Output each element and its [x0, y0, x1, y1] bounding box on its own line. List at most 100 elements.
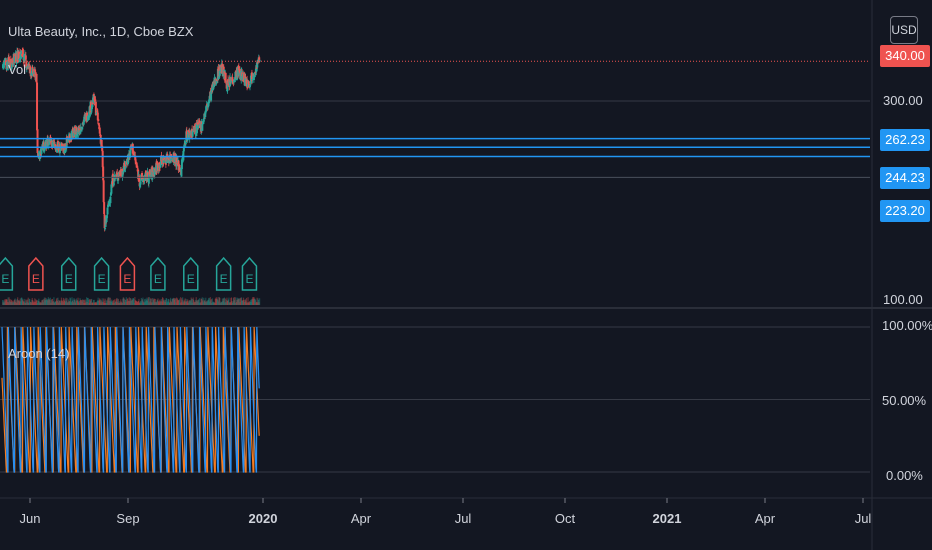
candle-body	[256, 60, 259, 64]
volume-bar	[37, 300, 39, 305]
volume-bar	[198, 302, 200, 305]
candle-body	[33, 73, 36, 77]
volume-bar	[60, 297, 63, 305]
earnings-marker-6[interactable]: E	[150, 256, 166, 291]
volume-bar	[112, 300, 114, 305]
volume-bar	[67, 302, 69, 305]
candle-body	[254, 71, 257, 75]
candle-body	[106, 216, 109, 218]
volume-bar	[192, 297, 194, 305]
candle-body	[97, 123, 100, 126]
candle-body	[178, 167, 181, 172]
earnings-marker-9[interactable]: E	[241, 256, 258, 291]
level-tag-244[interactable]: 244.23	[880, 167, 930, 189]
volume-bar	[173, 297, 175, 305]
candle-body	[74, 134, 77, 139]
volume-bar	[162, 298, 164, 305]
candle-body	[114, 175, 117, 177]
volume-bar	[242, 297, 245, 305]
volume-bar	[79, 298, 81, 305]
volume-bar	[43, 297, 45, 305]
volume-bar	[23, 298, 25, 305]
volume-bar	[57, 297, 59, 305]
candle-body	[72, 128, 75, 131]
volume-bar	[165, 298, 168, 305]
volume-bar	[22, 301, 24, 305]
volume-bar	[42, 299, 44, 305]
svg-text:E: E	[123, 272, 131, 286]
earnings-marker-4[interactable]: E	[93, 256, 110, 291]
volume-bar	[237, 298, 240, 305]
level-tag-262[interactable]: 262.23	[880, 129, 930, 151]
level-tag-223[interactable]: 223.20	[880, 200, 930, 222]
volume-bar	[185, 301, 187, 305]
volume-bar	[99, 299, 101, 305]
volume-bar	[32, 300, 34, 305]
earnings-marker-5[interactable]: E	[119, 256, 136, 291]
volume-bar	[197, 300, 199, 305]
candle-body	[23, 54, 26, 63]
volume-bar	[23, 301, 25, 305]
candle-body	[192, 131, 195, 133]
volume-bar	[57, 302, 60, 305]
volume-bar	[108, 301, 110, 305]
volume-bar	[245, 297, 248, 305]
volume-bar	[155, 302, 158, 305]
volume-bar	[148, 297, 151, 305]
candle-body	[164, 159, 167, 161]
volume-bar	[196, 300, 198, 305]
volume-bar	[82, 299, 84, 305]
volume-bar	[75, 298, 78, 305]
volume-bar	[26, 300, 28, 305]
candle-body	[34, 69, 37, 72]
volume-bar	[83, 300, 86, 305]
aroon-indicator-label[interactable]: Aroon (14)	[8, 346, 70, 361]
earnings-marker-8[interactable]: E	[215, 256, 232, 291]
volume-bar	[74, 299, 76, 305]
volume-bar	[186, 301, 188, 305]
volume-bar	[206, 301, 208, 305]
volume-bar	[38, 298, 40, 305]
candle-body	[105, 215, 108, 223]
volume-bar	[55, 299, 58, 305]
symbol-title[interactable]: Ulta Beauty, Inc., 1D, Cboe BZX	[8, 24, 194, 39]
earnings-marker-1[interactable]: E	[0, 256, 14, 291]
volume-bar	[110, 300, 112, 305]
volume-bar	[250, 301, 252, 305]
volume-bar	[117, 299, 119, 305]
svg-text:E: E	[187, 272, 195, 286]
earnings-marker-7[interactable]: E	[183, 256, 199, 291]
volume-bar	[248, 301, 251, 305]
volume-bar	[246, 302, 249, 305]
candle-body	[83, 116, 86, 122]
volume-bar	[25, 302, 27, 305]
candle-body	[104, 218, 107, 227]
volume-bar	[107, 297, 109, 305]
volume-bar	[247, 297, 249, 305]
volume-bar	[90, 299, 92, 305]
volume-bar	[5, 299, 7, 305]
volume-bar	[150, 299, 152, 305]
volume-bar	[115, 299, 117, 305]
volume-bar	[188, 300, 190, 305]
candle-body	[215, 80, 218, 84]
volume-bar	[80, 300, 82, 305]
currency-button[interactable]: USD	[890, 16, 918, 44]
volume-bar	[240, 297, 242, 305]
volume-bar	[166, 302, 168, 305]
volume-bar	[161, 297, 164, 305]
candle-body	[86, 119, 89, 121]
candle-body	[40, 147, 43, 151]
candle-body	[131, 143, 134, 154]
volume-bar	[26, 299, 28, 305]
earnings-marker-3[interactable]: E	[60, 256, 77, 291]
volume-bar	[126, 298, 128, 305]
volume-bar	[92, 302, 94, 305]
candle-body	[82, 121, 85, 125]
volume-label[interactable]: Vol	[8, 62, 27, 77]
candle-body	[102, 180, 105, 203]
earnings-marker-2[interactable]: E	[28, 256, 44, 291]
volume-bar	[168, 302, 171, 305]
volume-bar	[21, 298, 23, 305]
